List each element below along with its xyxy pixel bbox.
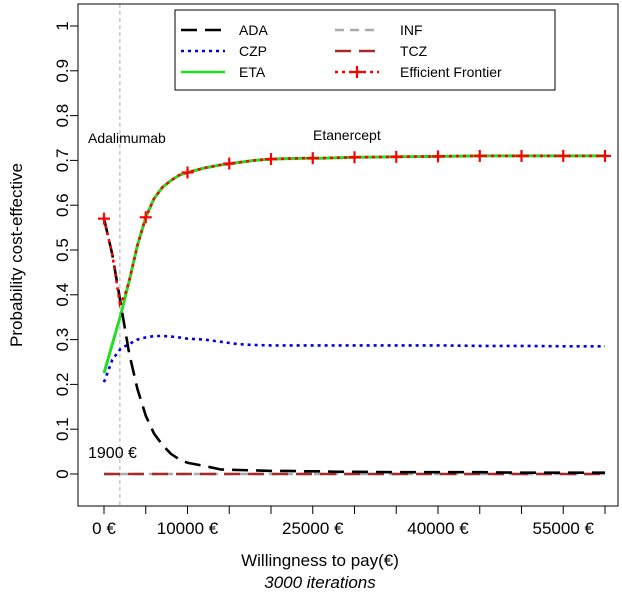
x-axis-title: Willingness to pay(€) [241, 551, 399, 570]
legend: ADA CZP ETA INF TCZ Efficient Frontier [174, 9, 556, 91]
frontier-marker [432, 150, 444, 163]
legend-label: ETA [239, 64, 266, 80]
frontier-marker [390, 150, 403, 163]
y-tick-label: 0.9 [53, 59, 72, 83]
frontier-marker [473, 149, 486, 162]
threshold-label: 1900 € [88, 445, 137, 462]
frontier-marker [181, 166, 194, 179]
y-tick-label: 0.4 [53, 283, 72, 307]
frontier-marker [98, 212, 110, 225]
series-line-czp [102, 334, 605, 383]
frontier-marker [599, 149, 611, 162]
y-tick-label: 0.5 [53, 238, 72, 262]
y-tick-label: 0.3 [53, 328, 72, 352]
y-tick-label: 1 [53, 21, 72, 30]
y-tick-label: 0 [53, 469, 72, 478]
frontier-marker [265, 153, 277, 166]
frontier-marker [139, 211, 152, 224]
legend-label: ADA [239, 22, 268, 38]
y-tick-label: 0.1 [53, 417, 72, 441]
legend-label: CZP [239, 43, 267, 59]
x-tick-label: 55000 € [533, 519, 595, 538]
x-axis-subtitle: 3000 iterations [264, 573, 376, 592]
labels: Willingness to pay(€) 3000 iterations Pr… [7, 127, 399, 592]
axes: 0 0.1 0.2 0.3 0.4 0.5 0.6 0.7 0.8 0.9 1 0 € 10000 € 2… [53, 3, 619, 538]
frontier-marker [557, 149, 570, 162]
legend-label: INF [400, 22, 423, 38]
y-tick-label: 0.2 [53, 373, 72, 397]
series-line-ada [102, 218, 605, 474]
y-tick-label: 0.7 [53, 149, 72, 173]
frontier-marker [515, 149, 528, 162]
frontier-marker [348, 151, 361, 164]
y-tick-label: 0.8 [53, 104, 72, 128]
x-tick-label: 25000 € [282, 519, 344, 538]
x-tick-label: 10000 € [157, 519, 219, 538]
frontier-line [102, 154, 605, 308]
x-tick-label: 0 € [92, 519, 116, 538]
x-tick-label: 40000 € [407, 519, 469, 538]
series-line-eta [102, 154, 605, 374]
plot-area [98, 4, 611, 506]
plot-frame [77, 3, 619, 507]
y-axis-title: Probability cost-effective [7, 163, 26, 347]
region-label-etanercept: Etanercept [313, 127, 381, 143]
y-tick-label: 0.6 [53, 193, 72, 217]
legend-label: TCZ [400, 43, 428, 59]
legend-label: Efficient Frontier [400, 64, 502, 80]
region-label-adalimumab: Adalimumab [88, 130, 166, 146]
frontier-marker [223, 157, 236, 170]
frontier-marker [306, 152, 319, 165]
